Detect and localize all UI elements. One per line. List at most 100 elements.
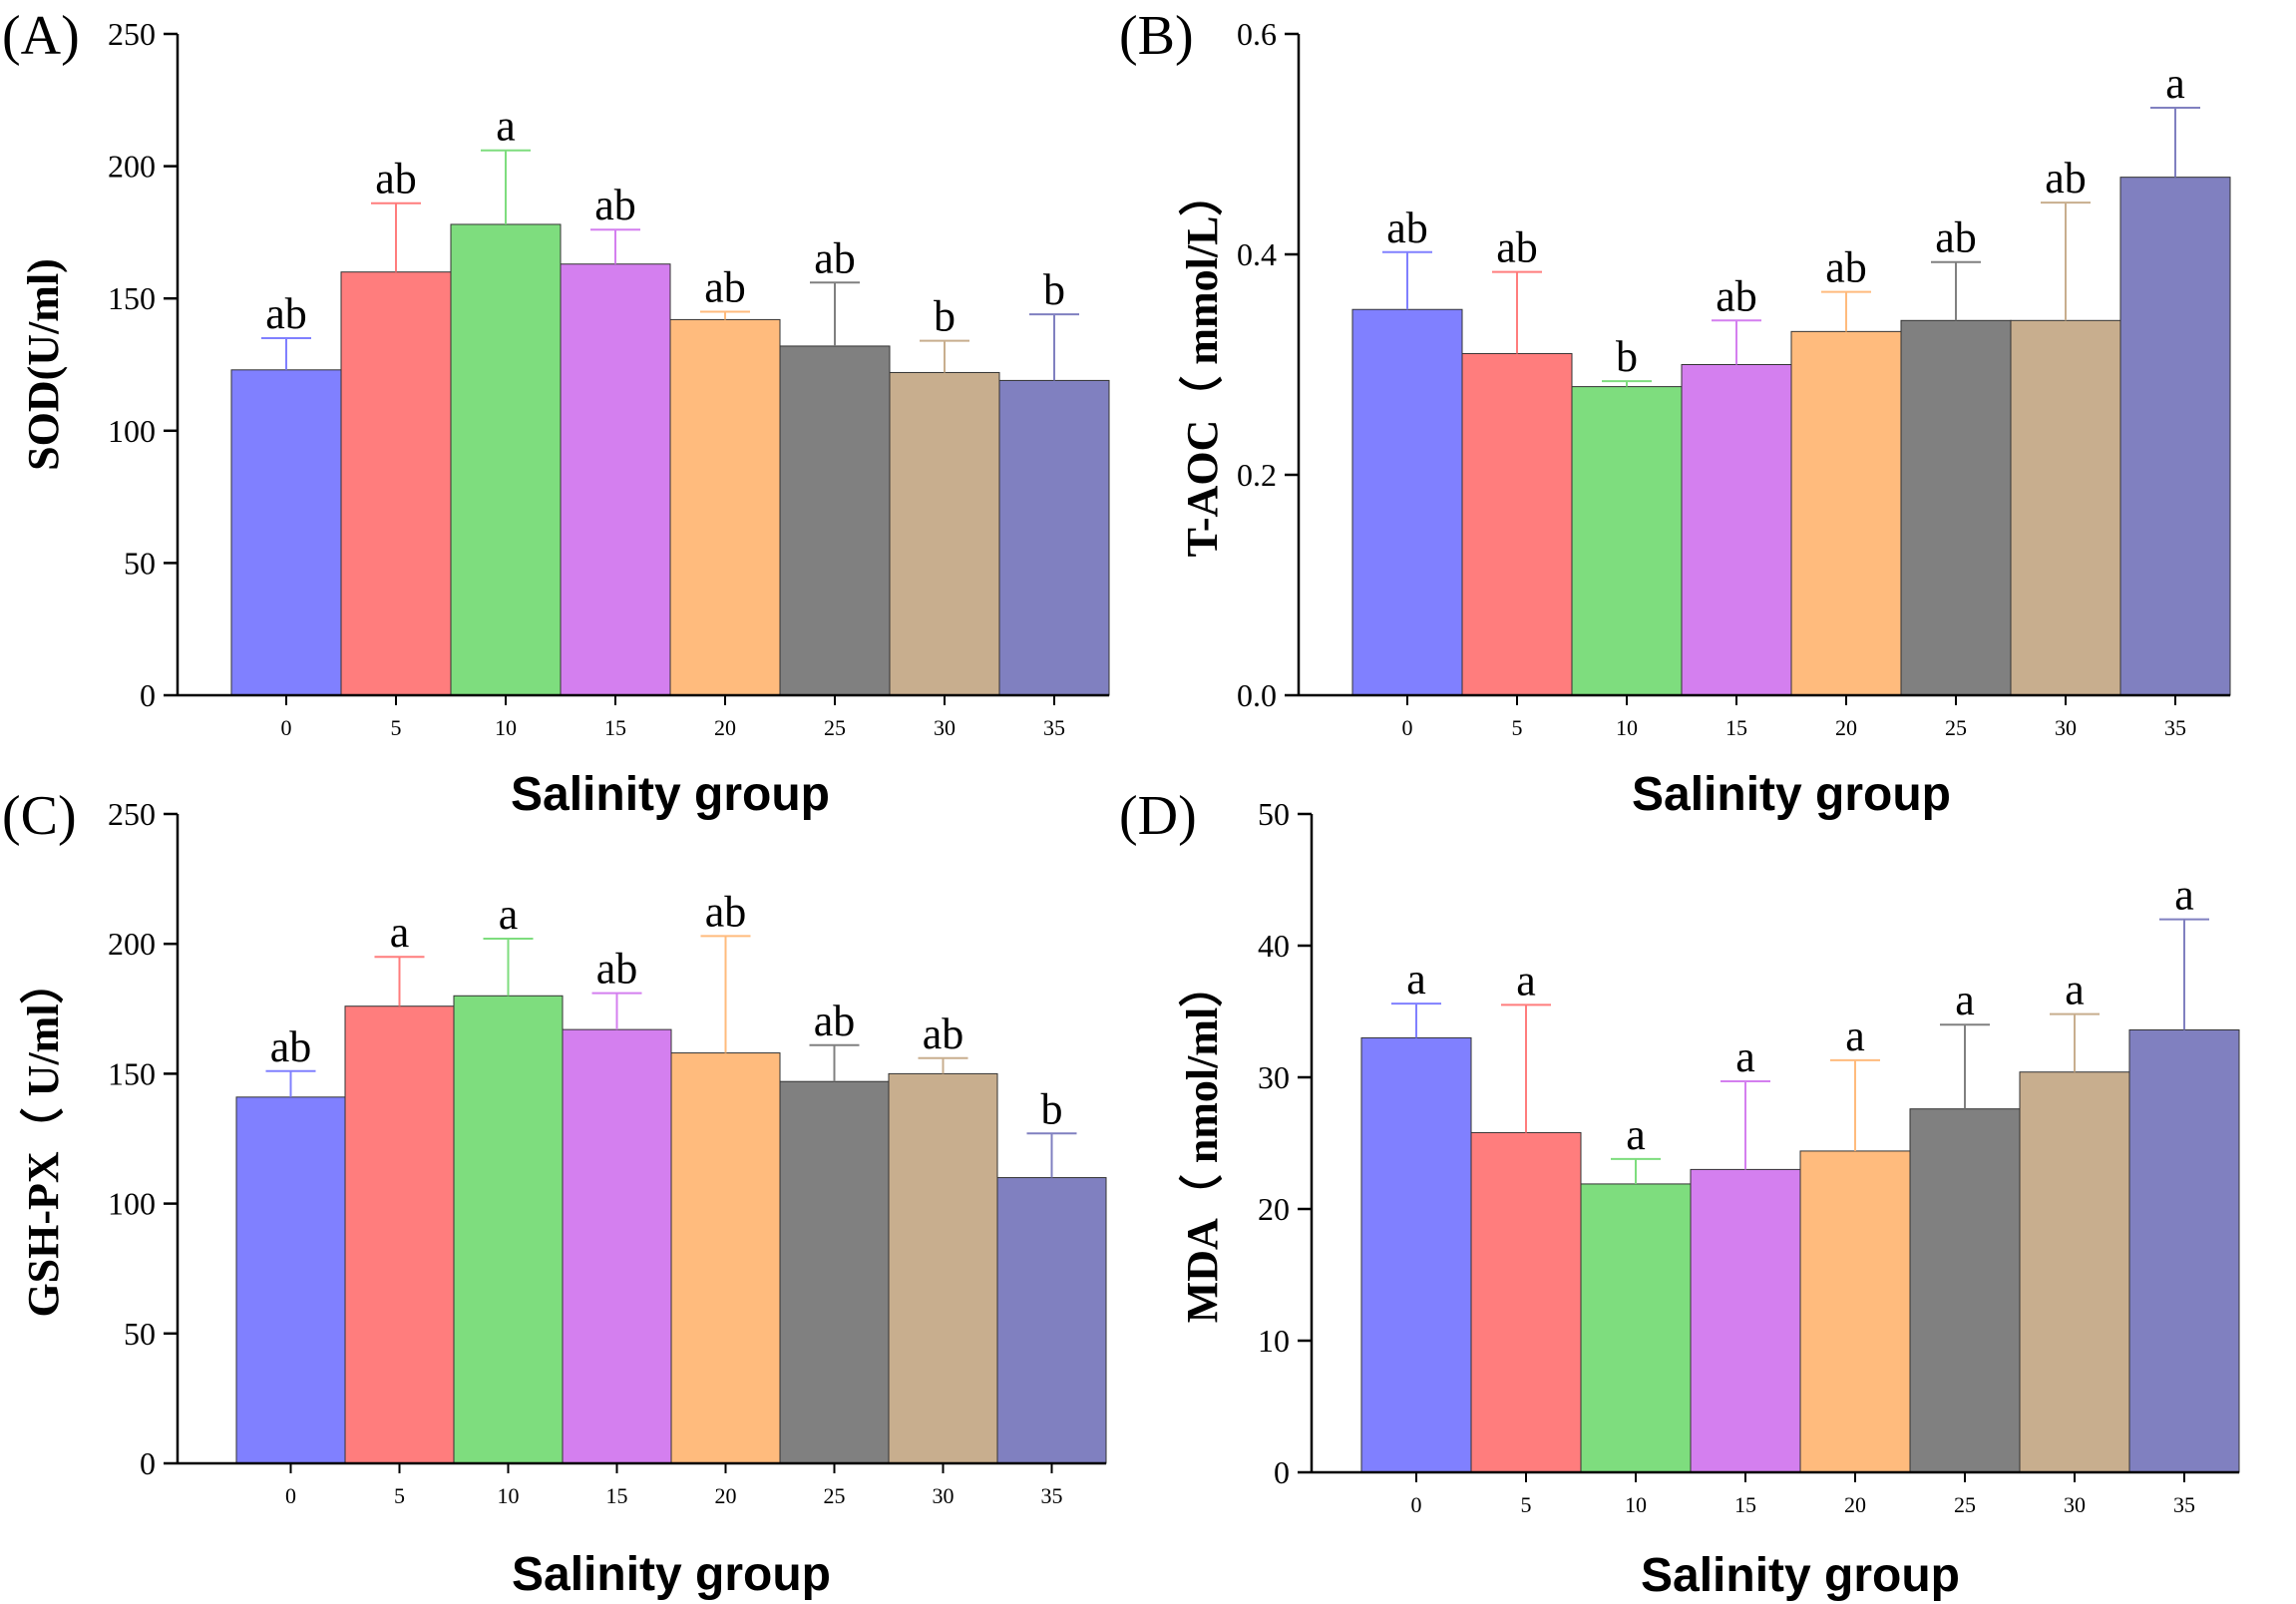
y-tick-label: 0.6 xyxy=(1237,16,1277,52)
significance-label: ab xyxy=(265,289,307,338)
bar-0 xyxy=(235,1096,346,1464)
bar-35 xyxy=(998,379,1110,696)
significance-label: ab xyxy=(375,155,417,203)
bar-15 xyxy=(562,1028,672,1464)
y-tick-label: 0.0 xyxy=(1237,677,1277,713)
bar-0 xyxy=(230,369,342,696)
y-tick-label: 100 xyxy=(108,1186,156,1222)
significance-label: ab xyxy=(2045,154,2087,202)
panel-letter: (A) xyxy=(2,5,80,67)
chart-panel-0: (A) ab 0 ab 5 a 10 ab 15 ab 20 ab 25 b 30 b 35 0 50 100 150 2… xyxy=(2,5,1110,821)
bar-30 xyxy=(2010,319,2121,696)
significance-label: a xyxy=(2174,871,2194,920)
x-tick-label: 30 xyxy=(2064,1492,2086,1517)
x-tick-label: 15 xyxy=(606,1483,628,1508)
y-tick-label: 30 xyxy=(1258,1059,1290,1095)
bar-35 xyxy=(2128,1028,2240,1473)
significance-label: ab xyxy=(1716,271,1757,320)
bar-15 xyxy=(1681,364,1792,696)
x-tick-label: 20 xyxy=(714,715,736,740)
significance-label: ab xyxy=(1386,203,1428,252)
x-tick-label: 15 xyxy=(604,715,626,740)
y-axis-label: T-AOC（ mmol/L） xyxy=(1178,173,1227,558)
panel-letter: (B) xyxy=(1119,5,1194,67)
x-tick-label: 5 xyxy=(394,1483,405,1508)
y-tick-label: 100 xyxy=(108,413,156,449)
significance-label: a xyxy=(1406,955,1426,1003)
y-tick-label: 250 xyxy=(108,16,156,52)
significance-label: a xyxy=(2065,966,2085,1014)
bar-30 xyxy=(888,1072,998,1464)
x-tick-label: 0 xyxy=(1402,715,1413,740)
bar-5 xyxy=(1470,1131,1582,1473)
bar-25 xyxy=(1900,319,2012,696)
x-tick-label: 0 xyxy=(281,715,292,740)
significance-label: b xyxy=(1041,1084,1063,1133)
significance-label: b xyxy=(1043,265,1065,314)
x-tick-label: 0 xyxy=(285,1483,296,1508)
bar-30 xyxy=(2019,1071,2130,1473)
x-tick-label: 35 xyxy=(1041,1483,1063,1508)
y-axis-label: GSH-PX（ U/ml） xyxy=(19,960,68,1317)
x-tick-label: 5 xyxy=(1512,715,1523,740)
y-tick-label: 50 xyxy=(124,1316,156,1352)
bar-5 xyxy=(344,1005,455,1464)
bar-5 xyxy=(1461,352,1573,696)
significance-label: a xyxy=(1845,1011,1865,1060)
significance-label: a xyxy=(1516,956,1536,1004)
significance-label: ab xyxy=(1935,213,1977,262)
x-tick-label: 30 xyxy=(933,1483,955,1508)
x-tick-label: 10 xyxy=(1625,1492,1647,1517)
bar-20 xyxy=(1790,330,1902,696)
panel-letter: (D) xyxy=(1119,785,1197,847)
significance-label: a xyxy=(499,890,519,939)
chart-panel-2: (C) ab 0 a 5 a 10 ab 15 ab 20 ab 25 ab 30 b 35 0 50 100 150 2… xyxy=(2,785,1107,1601)
x-axis-label: Salinity group xyxy=(1632,768,1951,821)
y-axis-label: MDA（ nmol/ml） xyxy=(1178,964,1227,1324)
x-tick-label: 10 xyxy=(498,1483,520,1508)
bar-25 xyxy=(779,345,891,696)
x-tick-label: 25 xyxy=(1954,1492,1976,1517)
y-tick-label: 50 xyxy=(1258,796,1290,832)
y-tick-label: 20 xyxy=(1258,1191,1290,1227)
y-tick-label: 0 xyxy=(1274,1454,1290,1490)
x-tick-label: 35 xyxy=(2173,1492,2195,1517)
x-tick-label: 25 xyxy=(824,715,846,740)
y-tick-label: 0 xyxy=(140,677,156,713)
significance-label: ab xyxy=(704,262,746,311)
x-tick-label: 35 xyxy=(2164,715,2186,740)
x-tick-label: 20 xyxy=(1835,715,1857,740)
significance-label: a xyxy=(496,102,516,151)
bar-5 xyxy=(340,271,452,696)
x-tick-label: 0 xyxy=(1411,1492,1422,1517)
x-tick-label: 30 xyxy=(2055,715,2077,740)
y-tick-label: 0 xyxy=(140,1445,156,1481)
x-tick-label: 5 xyxy=(391,715,402,740)
y-tick-label: 0.2 xyxy=(1237,457,1277,493)
y-tick-label: 150 xyxy=(108,1055,156,1091)
x-tick-label: 30 xyxy=(934,715,956,740)
y-tick-label: 10 xyxy=(1258,1323,1290,1359)
x-tick-label: 15 xyxy=(1734,1492,1756,1517)
y-tick-label: 150 xyxy=(108,280,156,316)
bar-10 xyxy=(1571,386,1683,696)
x-tick-label: 35 xyxy=(1043,715,1065,740)
significance-label: ab xyxy=(596,945,638,994)
significance-label: b xyxy=(1616,332,1638,381)
bar-0 xyxy=(1351,308,1463,696)
significance-label: ab xyxy=(594,181,636,229)
significance-label: a xyxy=(2165,59,2185,108)
x-tick-label: 20 xyxy=(1844,1492,1866,1517)
significance-label: ab xyxy=(1825,243,1867,292)
bar-35 xyxy=(2119,177,2231,696)
bar-20 xyxy=(1799,1150,1911,1473)
x-tick-label: 25 xyxy=(1945,715,1967,740)
x-axis-label: Salinity group xyxy=(1641,1549,1960,1602)
x-tick-label: 10 xyxy=(1616,715,1638,740)
significance-label: ab xyxy=(814,233,856,282)
bar-15 xyxy=(1690,1168,1801,1473)
significance-label: b xyxy=(934,292,956,341)
bar-25 xyxy=(779,1080,890,1464)
significance-label: ab xyxy=(270,1022,312,1071)
